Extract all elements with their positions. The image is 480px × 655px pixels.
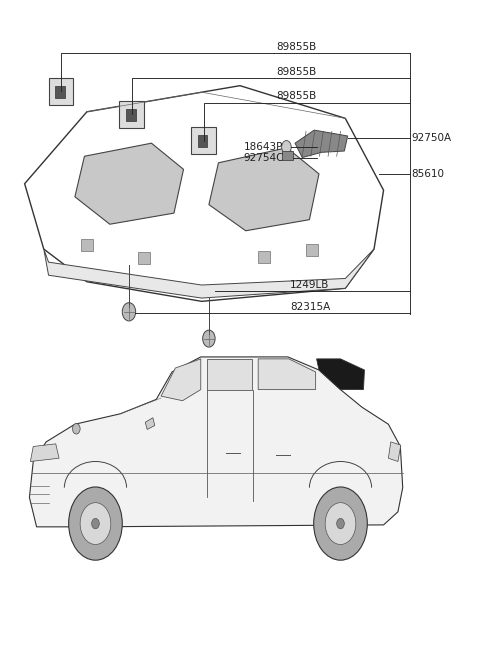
Polygon shape	[317, 359, 364, 390]
Circle shape	[203, 330, 215, 347]
Polygon shape	[388, 442, 401, 462]
Circle shape	[122, 303, 136, 321]
Polygon shape	[207, 359, 252, 390]
Bar	[126, 109, 136, 121]
Circle shape	[80, 502, 111, 544]
Text: 18643P: 18643P	[244, 142, 283, 152]
Polygon shape	[29, 357, 403, 527]
Bar	[306, 244, 318, 255]
Polygon shape	[258, 359, 316, 390]
Circle shape	[325, 502, 356, 544]
Polygon shape	[75, 143, 183, 224]
Text: 89855B: 89855B	[276, 42, 316, 52]
Polygon shape	[161, 359, 201, 401]
Text: 85610: 85610	[411, 169, 444, 179]
Text: 92750A: 92750A	[411, 133, 452, 143]
Text: 82315A: 82315A	[290, 302, 330, 312]
Bar	[55, 86, 65, 98]
Bar	[198, 136, 207, 147]
Circle shape	[69, 487, 122, 560]
Bar	[258, 251, 270, 263]
Bar	[81, 239, 93, 251]
Polygon shape	[145, 418, 155, 430]
Text: 89855B: 89855B	[276, 67, 316, 77]
Bar	[191, 127, 216, 155]
Text: 92754C: 92754C	[244, 153, 284, 163]
Bar	[48, 78, 73, 105]
Bar	[138, 252, 151, 264]
Bar	[120, 101, 144, 128]
Text: 89855B: 89855B	[276, 91, 316, 102]
Circle shape	[72, 424, 80, 434]
Circle shape	[314, 487, 367, 560]
Circle shape	[336, 518, 344, 529]
Text: 1249LB: 1249LB	[290, 280, 329, 290]
Polygon shape	[44, 249, 374, 298]
Circle shape	[282, 141, 291, 154]
Bar	[282, 151, 293, 160]
Polygon shape	[295, 130, 348, 158]
Polygon shape	[209, 148, 319, 231]
Circle shape	[92, 518, 99, 529]
Polygon shape	[30, 444, 59, 462]
